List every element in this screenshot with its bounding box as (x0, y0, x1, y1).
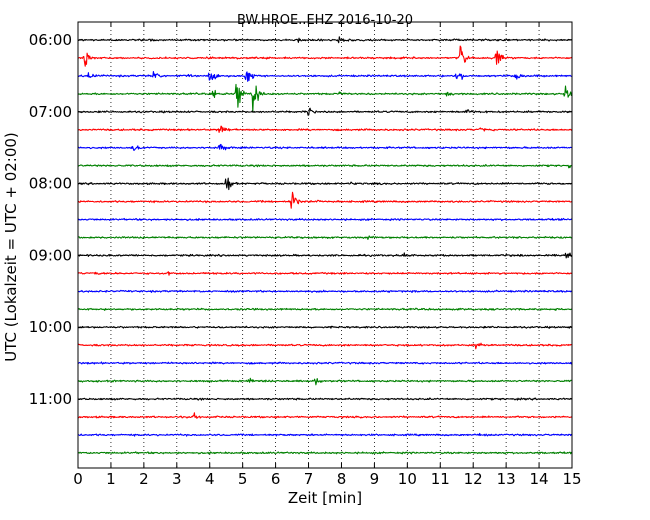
x-tick-label: 12 (464, 470, 483, 488)
trace-line (77, 83, 573, 113)
trace-line (77, 271, 573, 276)
trace-line (77, 289, 573, 293)
chart-title: BW.HROE..EHZ 2016-10-20 (237, 13, 413, 28)
trace-07:45 (77, 164, 573, 169)
trace-11:30 (77, 432, 573, 437)
trace-08:45 (77, 235, 573, 240)
x-tick-label: 10 (398, 470, 417, 488)
plot-frame (77, 21, 573, 469)
trace-10:30 (77, 361, 573, 365)
trace-07:30 (77, 143, 573, 151)
trace-08:15 (77, 191, 573, 209)
trace-08:00 (77, 177, 573, 191)
hour-label: 07:00 (29, 103, 72, 121)
trace-line (77, 397, 572, 401)
trace-line (77, 235, 573, 240)
trace-line (77, 252, 573, 259)
x-tick-label: 13 (497, 470, 516, 488)
x-tick-label: 11 (431, 470, 450, 488)
trace-line (77, 125, 573, 133)
x-tick-label: 8 (337, 470, 347, 488)
trace-line (77, 325, 573, 329)
y-axis-label: UTC (Lokalzeit = UTC + 02:00) (2, 132, 20, 362)
x-tick-label: 15 (562, 470, 581, 488)
x-tick-label: 4 (205, 470, 215, 488)
x-tick-label: 14 (530, 470, 549, 488)
hour-label: 06:00 (29, 31, 72, 49)
trace-06:45 (77, 83, 573, 113)
trace-09:15 (77, 271, 573, 276)
trace-line (77, 143, 573, 151)
trace-line (77, 342, 573, 350)
trace-line (77, 107, 573, 116)
y-axis-ticks: 06:00 07:00 08:00 09:00 10:00 11:00 (29, 31, 572, 408)
seismic-traces (77, 36, 573, 455)
trace-line (78, 451, 573, 455)
trace-11:00 (77, 397, 572, 401)
trace-07:15 (77, 125, 573, 133)
trace-line (77, 45, 573, 67)
trace-09:45 (77, 307, 573, 311)
x-tick-label: 6 (271, 470, 281, 488)
trace-line (77, 217, 573, 222)
hour-label: 10:00 (29, 318, 72, 336)
hour-label: 11:00 (29, 390, 72, 408)
trace-line (77, 412, 573, 419)
x-axis-ticks: 0 1 2 3 4 5 6 7 8 9 10 11 12 13 14 15 (73, 22, 582, 488)
trace-10:15 (77, 342, 573, 350)
trace-10:00 (77, 325, 573, 329)
trace-09:30 (77, 289, 573, 293)
trace-line (77, 164, 573, 169)
x-tick-label: 9 (370, 470, 380, 488)
trace-06:30 (77, 71, 573, 82)
trace-09:00 (77, 252, 573, 259)
trace-06:15 (77, 45, 573, 67)
trace-11:45 (78, 451, 573, 455)
x-tick-label: 3 (172, 470, 182, 488)
trace-08:30 (77, 217, 573, 222)
trace-07:00 (77, 107, 573, 116)
trace-line (77, 36, 573, 44)
grid-lines (110, 22, 540, 468)
x-tick-label: 2 (139, 470, 149, 488)
trace-06:00 (77, 36, 573, 44)
trace-line (77, 71, 573, 82)
x-axis-label: Zeit [min] (288, 489, 362, 507)
trace-line (77, 307, 573, 311)
hour-label: 09:00 (29, 246, 72, 264)
hour-label: 08:00 (29, 175, 72, 193)
trace-line (77, 432, 573, 437)
trace-line (77, 191, 573, 209)
trace-line (77, 361, 573, 365)
trace-10:45 (77, 377, 573, 386)
x-tick-label: 7 (304, 470, 314, 488)
trace-line (77, 177, 573, 191)
trace-line (77, 377, 573, 386)
trace-11:15 (77, 412, 573, 419)
x-tick-label: 1 (106, 470, 116, 488)
x-tick-label: 5 (238, 470, 248, 488)
x-tick-label: 0 (73, 470, 83, 488)
